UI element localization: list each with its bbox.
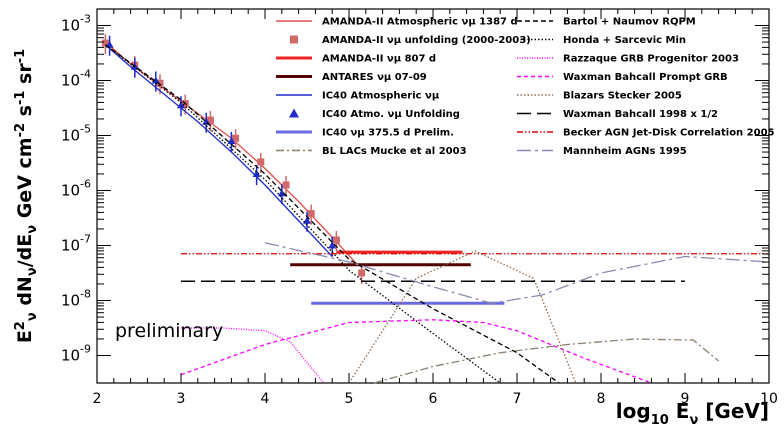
x-tick-label: 5: [345, 391, 354, 407]
x-tick-label: 6: [429, 391, 438, 407]
series-6-point: [227, 137, 236, 144]
y-tick-label: 10-3: [61, 13, 91, 35]
y-axis-title: E2ν dNν/dEν GeV cm-2 s-1 sr-1: [13, 49, 40, 343]
legend-entry-15-label: Becker AGN Jet-Disk Correlation 2005: [563, 128, 775, 139]
series-16-curve: [264, 242, 770, 304]
series-2-point: [232, 134, 240, 142]
legend-entry-14-label: Waxman Bahcall 1998 x 1/2: [563, 109, 718, 120]
legend-entry-2-swatch: [290, 35, 298, 44]
y-tick-label: 10-4: [61, 68, 91, 90]
series-2-point: [282, 181, 290, 189]
series-2-point: [332, 236, 340, 244]
axis-ticks: 2 3 4 5 6 7 8 9 10 10-3 10-4 10-5 10-6 10-7 10-8 10-9: [61, 9, 778, 407]
x-tick-label: 2: [93, 391, 102, 407]
x-tick-label: 8: [597, 391, 606, 407]
series-2-point: [257, 158, 265, 166]
x-tick-label: 4: [261, 391, 270, 407]
legend-entry-4-label: ANTARES νμ 07-09: [322, 72, 427, 83]
x-tick-label: 9: [681, 391, 690, 407]
legend-entry-6-swatch: [289, 108, 299, 118]
axis-titles: log10 Eν [GeV] E2ν dNν/dEν GeV cm-2 s-1 s…: [13, 49, 769, 428]
x-tick-label: 10: [760, 391, 778, 407]
series-5-curve: [104, 44, 333, 257]
x-axis-title: log10 Eν [GeV]: [616, 399, 769, 428]
y-tick-label: 10-9: [61, 343, 91, 365]
legend-entry-6-label: IC40 Atmo. νμ Unfolding: [322, 109, 460, 120]
legend-entry-12-label: Waxman Bahcall Prompt GRB: [563, 72, 728, 83]
series-11-curve: [181, 327, 325, 384]
series-6-point: [277, 189, 286, 197]
legend-entry-5-label: IC40 Atmospheric νμ: [322, 91, 440, 102]
y-tick-label: 10-7: [61, 233, 91, 255]
legend-entry-16-label: Mannheim AGNs 1995: [563, 146, 687, 157]
legend-entry-2-label: AMANDA-II νμ unfolding (2000-2003): [322, 35, 531, 46]
legend-entry-8-label: BL LACs Mucke et al 2003: [322, 146, 467, 157]
y-tick-label: 10-5: [61, 123, 91, 145]
legend-entry-11-label: Razzaque GRB Progenitor 2003: [563, 54, 739, 65]
series-2-point: [101, 39, 109, 47]
x-tick-label: 7: [513, 391, 522, 407]
curves: [101, 34, 770, 384]
legend-entry-10-label: Honda + Sarcevic Min: [563, 35, 686, 46]
x-tick-label: 3: [177, 391, 186, 407]
y-tick-label: 10-6: [61, 178, 91, 200]
series-8-curve: [374, 338, 720, 384]
series-1-curve: [104, 41, 358, 266]
series-13-curve: [348, 250, 577, 384]
legend-entry-9-label: Bartol + Naumov RQPM: [563, 17, 696, 28]
series-2-point: [206, 116, 214, 124]
series-6-point: [328, 241, 337, 249]
series-6-point: [252, 170, 261, 177]
series-10-curve: [105, 44, 501, 384]
legend-entry-7-label: IC40 νμ 375.5 d Prelim.: [322, 128, 454, 139]
annotation-preliminary: preliminary: [115, 320, 223, 342]
legend-entry-1-label: AMANDA-II Atmospheric νμ 1387 d: [322, 17, 518, 28]
legend: AMANDA-II Atmospheric νμ 1387 d AMANDA-II…: [276, 17, 775, 157]
series-2-point: [307, 210, 315, 218]
y-tick-label: 10-8: [61, 288, 91, 310]
legend-entry-3-label: AMANDA-II νμ 807 d: [322, 54, 436, 65]
legend-entry-13-label: Blazars Stecker 2005: [563, 91, 682, 102]
series-2-point: [156, 79, 164, 87]
series-2-point: [358, 269, 366, 277]
series-6-point: [177, 101, 185, 109]
